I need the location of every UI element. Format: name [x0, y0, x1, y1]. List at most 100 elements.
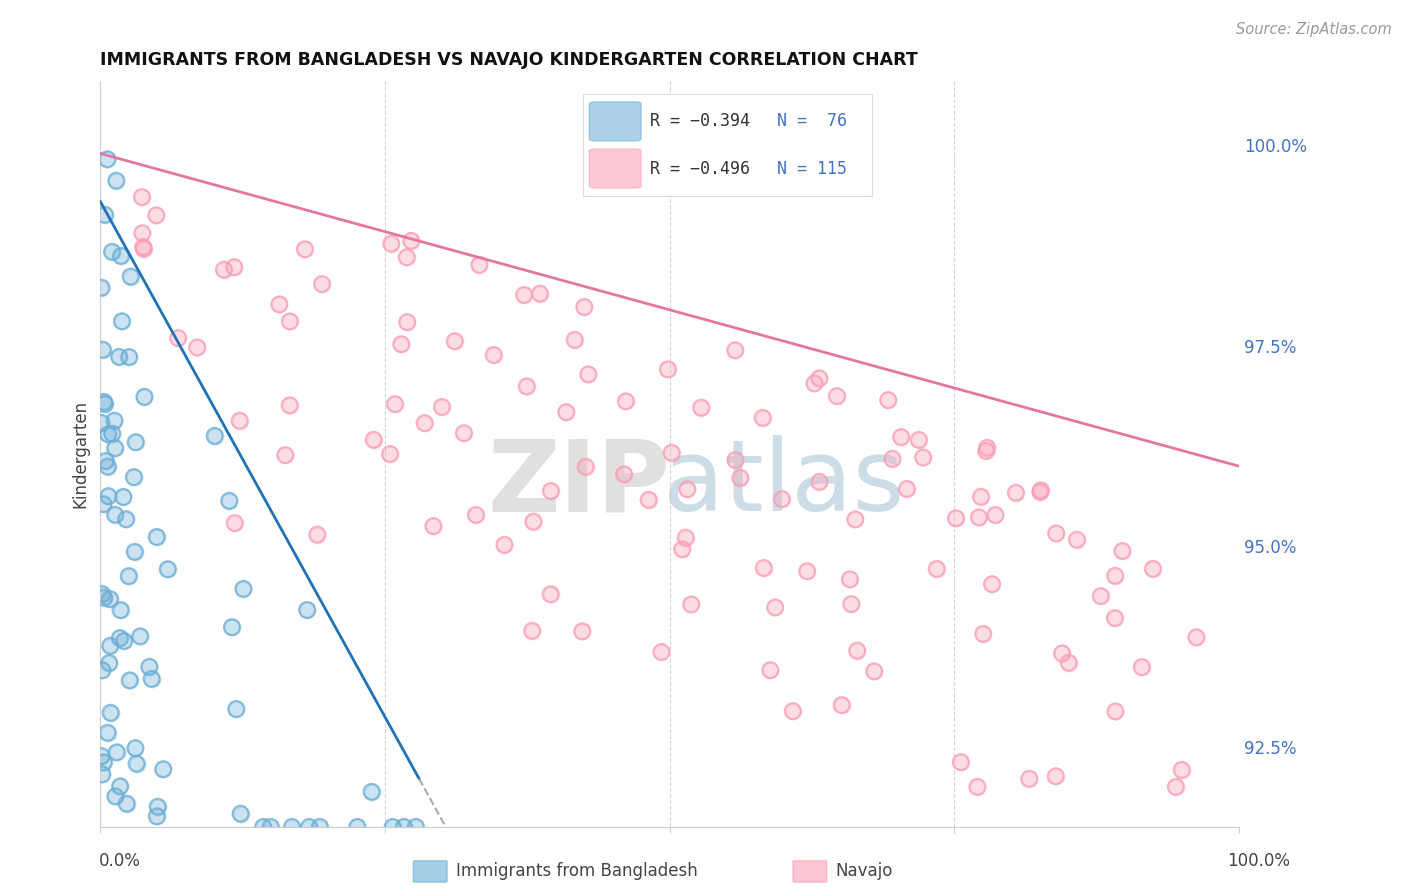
Point — [93, 394, 115, 409]
Point — [945, 511, 967, 525]
Text: R = −0.496: R = −0.496 — [650, 160, 749, 178]
Point — [970, 490, 993, 504]
Point — [132, 240, 155, 254]
Point — [1090, 589, 1112, 603]
Point — [443, 334, 465, 349]
Point — [103, 413, 125, 427]
Point — [839, 597, 862, 611]
Point — [1164, 780, 1187, 794]
Point — [1029, 484, 1052, 499]
Point — [90, 416, 112, 430]
Point — [232, 582, 254, 596]
Point — [380, 236, 402, 251]
Point — [131, 190, 153, 204]
Point — [131, 226, 153, 240]
Point — [380, 236, 402, 251]
Point — [970, 490, 993, 504]
Point — [360, 785, 382, 799]
Point — [363, 433, 385, 447]
Point — [218, 493, 240, 508]
Point — [1018, 772, 1040, 786]
Point — [1104, 611, 1126, 625]
Point — [1050, 647, 1073, 661]
Point — [1142, 562, 1164, 576]
Point — [925, 562, 948, 576]
Point — [101, 244, 124, 259]
Point — [907, 433, 929, 447]
Point — [516, 379, 538, 393]
Point — [118, 673, 141, 688]
Point — [91, 587, 114, 601]
Text: N = 115: N = 115 — [776, 160, 846, 178]
Point — [101, 426, 124, 441]
Point — [94, 208, 117, 222]
Point — [730, 471, 752, 485]
Point — [360, 785, 382, 799]
Point — [430, 400, 453, 414]
Point — [574, 459, 596, 474]
Point — [93, 756, 115, 770]
Point — [399, 234, 422, 248]
Point — [516, 379, 538, 393]
Point — [104, 789, 127, 804]
Point — [118, 569, 141, 583]
Point — [1111, 544, 1133, 558]
Point — [91, 767, 114, 781]
Point — [831, 698, 853, 712]
Point — [759, 663, 782, 677]
Point — [540, 587, 562, 601]
Point — [108, 631, 131, 645]
Point — [112, 634, 135, 648]
Point — [252, 820, 274, 834]
Point — [97, 459, 120, 474]
Point — [91, 663, 114, 677]
Point — [98, 592, 121, 607]
Point — [1066, 533, 1088, 547]
Point — [111, 314, 134, 328]
Point — [138, 659, 160, 673]
Point — [281, 820, 304, 834]
Point — [966, 780, 988, 794]
Point — [863, 665, 886, 679]
Point — [115, 512, 138, 526]
Point — [1090, 589, 1112, 603]
Point — [378, 447, 401, 461]
Point — [529, 286, 551, 301]
Point — [468, 258, 491, 272]
Point — [464, 508, 486, 522]
Point — [844, 512, 866, 526]
Point — [346, 820, 368, 834]
Point — [145, 208, 167, 222]
Point — [212, 262, 235, 277]
Point — [311, 277, 333, 292]
Point — [93, 591, 115, 605]
Point — [146, 809, 169, 823]
Point — [110, 249, 132, 263]
Point — [94, 454, 117, 468]
Point — [91, 767, 114, 781]
Point — [228, 414, 250, 428]
Point — [984, 508, 1007, 522]
Point — [422, 519, 444, 533]
Point — [443, 334, 465, 349]
Point — [381, 820, 404, 834]
Point — [482, 348, 505, 362]
Point — [93, 497, 115, 511]
Point — [269, 297, 291, 311]
Point — [118, 569, 141, 583]
Text: 0.0%: 0.0% — [98, 852, 141, 870]
Point — [134, 390, 156, 404]
Point — [104, 441, 127, 455]
Point — [152, 762, 174, 776]
Point — [101, 244, 124, 259]
Point — [405, 820, 427, 834]
Point — [1142, 562, 1164, 576]
Point — [1104, 705, 1126, 719]
Point — [661, 446, 683, 460]
Point — [94, 397, 117, 411]
Point — [576, 368, 599, 382]
Point — [278, 314, 301, 328]
Point — [808, 475, 831, 489]
Point — [98, 592, 121, 607]
Point — [967, 510, 990, 524]
